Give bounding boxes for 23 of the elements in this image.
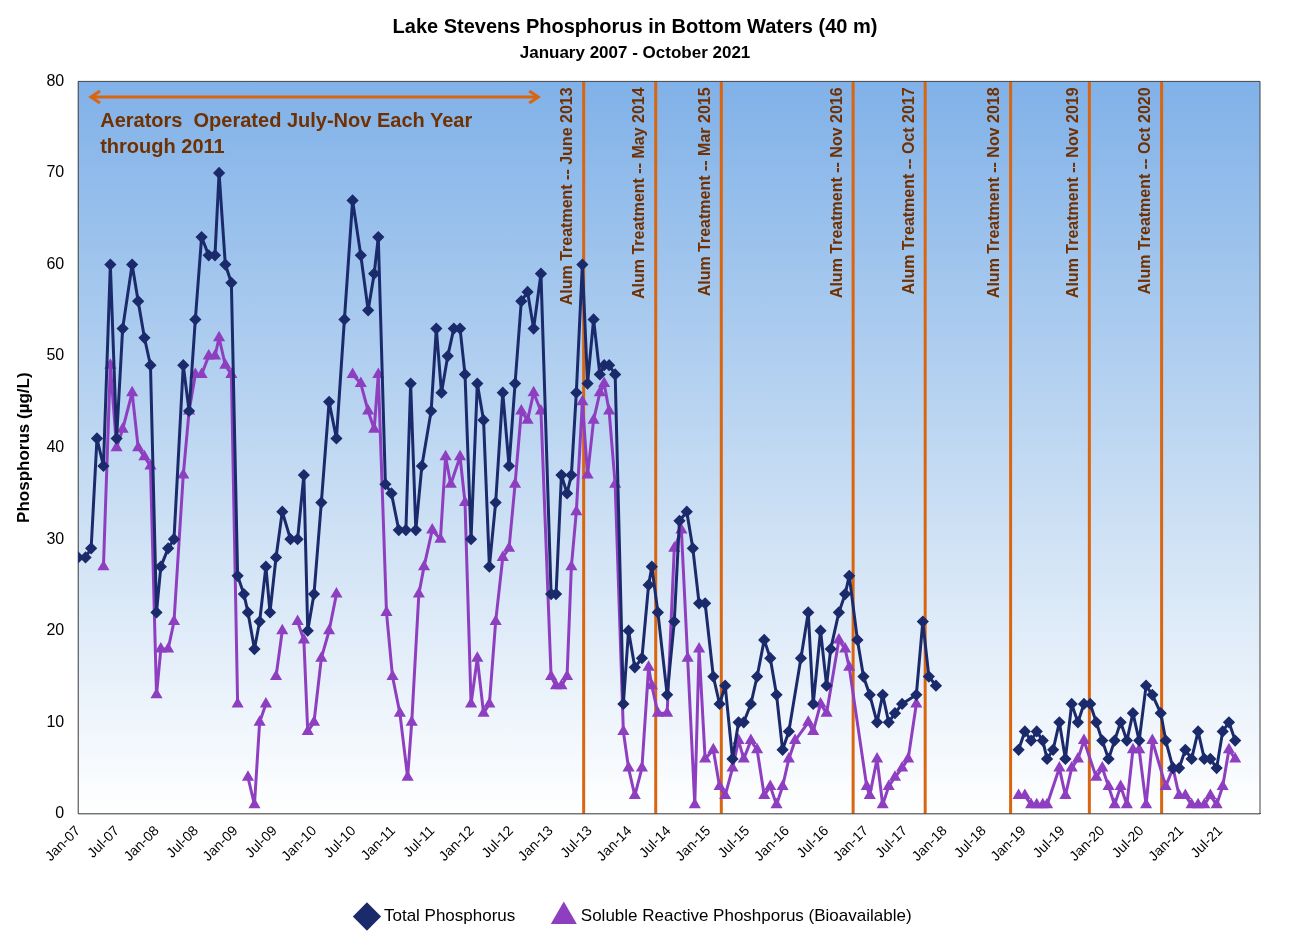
ref-line-label: Alum Treatment -- Oct 2020 [1136, 87, 1154, 295]
ref-line-label: Alum Treatment -- Nov 2018 [985, 87, 1003, 299]
ref-line-label: Alum Treatment -- Oct 2017 [899, 87, 917, 295]
ref-line-label: Alum Treatment -- May 2014 [630, 87, 648, 300]
y-tick-label: 40 [46, 438, 65, 456]
annotation: Aerators Operated July-Nov Each Year through 2011 [100, 108, 473, 157]
y-tick-label: 0 [55, 804, 65, 822]
ref-line-label: Alum Treatment -- Nov 2016 [827, 87, 845, 299]
chart-title: Lake Stevens Phosphorus in Bottom Waters (40 m) [392, 14, 878, 37]
y-tick-label: 30 [46, 529, 65, 547]
y-tick-label: 60 [46, 254, 65, 272]
y-tick-label: 70 [46, 163, 65, 181]
y-axis-title: Phosphorus (µg/L) [13, 372, 33, 523]
ref-line-label: Alum Treatment -- Nov 2019 [1063, 87, 1081, 299]
chart-subtitle: January 2007 - October 2021 [519, 42, 751, 62]
ref-line-label: Alum Treatment -- June 2013 [558, 87, 576, 306]
legend-label: Total Phosphorus [383, 906, 516, 926]
legend-label: Soluble Reactive Phoshporus (Bioavailable) [580, 906, 912, 926]
y-tick-label: 20 [46, 621, 65, 639]
y-tick-label: 80 [46, 71, 65, 89]
ref-line-label: Alum Treatment -- Mar 2015 [695, 87, 713, 297]
y-tick-label: 50 [46, 346, 65, 364]
y-tick-label: 10 [46, 712, 65, 730]
